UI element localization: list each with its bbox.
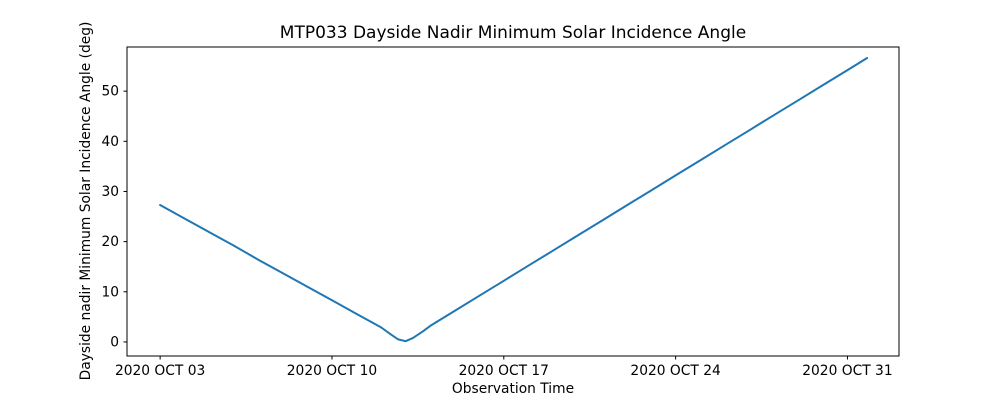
y-axis-label: Dayside nadir Minimum Solar Incidence An… — [78, 22, 94, 381]
x-tick-label: 2020 OCT 31 — [802, 363, 892, 379]
y-tick-label: 20 — [101, 234, 119, 250]
y-tick-label: 40 — [101, 134, 119, 150]
x-tick-label: 2020 OCT 17 — [459, 363, 549, 379]
y-tick-label: 50 — [101, 84, 119, 100]
y-tick-label: 0 — [110, 335, 119, 351]
plot-area: 2020 OCT 03 2020 OCT 10 2020 OCT 17 2020 OC… — [101, 46, 900, 379]
y-tick-label: 30 — [101, 184, 119, 200]
x-tick-label: 2020 OCT 10 — [287, 363, 377, 379]
axes-frame — [126, 46, 900, 357]
x-axis-label: Observation Time — [452, 381, 574, 397]
x-tick-label: 2020 OCT 03 — [115, 363, 205, 379]
y-tick-label: 10 — [101, 284, 119, 300]
x-tick-label: 2020 OCT 24 — [630, 363, 720, 379]
chart-title: MTP033 Dayside Nadir Minimum Solar Incid… — [280, 23, 746, 43]
series-line — [159, 57, 869, 343]
